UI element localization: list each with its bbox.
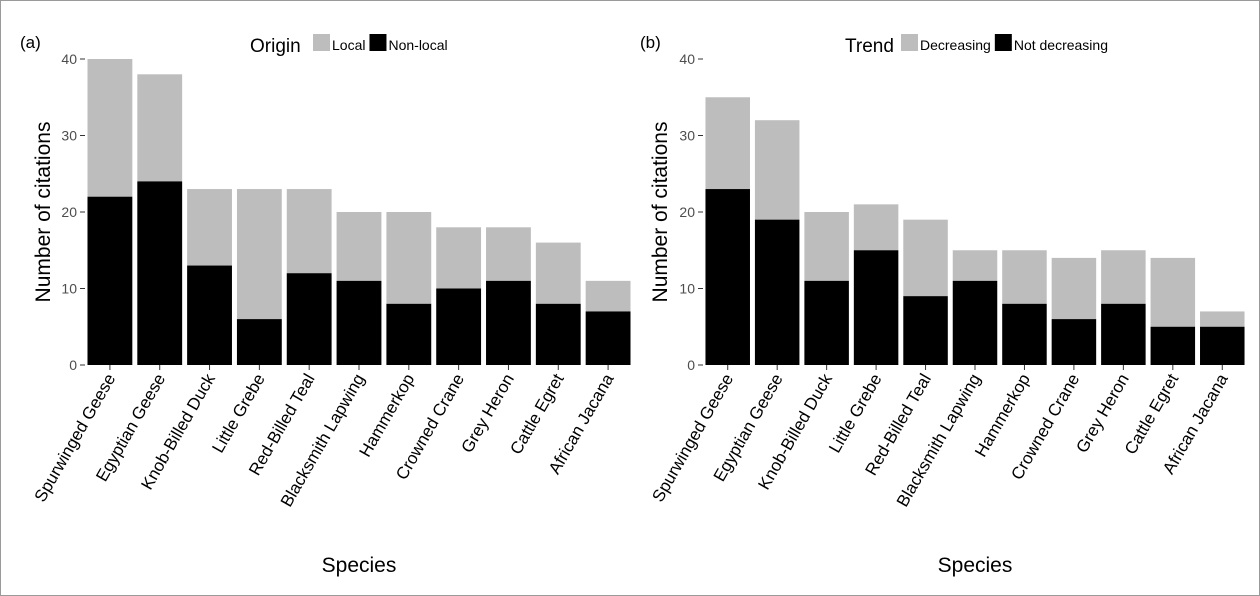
- bar-decreasing: [903, 219, 948, 297]
- bar-decreasing: [952, 250, 998, 281]
- y-axis-title: Number of citations: [649, 122, 672, 303]
- bar-decreasing: [754, 120, 800, 220]
- bar-decreasing: [1150, 257, 1196, 327]
- bar-decreasing: [1101, 250, 1146, 304]
- x-axis-title: Species: [938, 554, 1013, 577]
- bar-local: [236, 189, 282, 320]
- bar-not-decreasing: [754, 219, 800, 365]
- bar-decreasing: [804, 212, 849, 281]
- legend-label: Decreasing: [920, 37, 991, 53]
- bar-not-decreasing: [952, 280, 998, 365]
- legend-title: Trend: [845, 36, 894, 57]
- bar-not-decreasing: [705, 189, 750, 365]
- legend: Origin Local Non-local: [250, 34, 448, 57]
- y-tick-label: 10: [679, 281, 695, 297]
- y-tick-label: 10: [61, 281, 77, 297]
- panel-tag: (b): [640, 33, 661, 52]
- y-tick-label: 30: [61, 128, 77, 144]
- x-axis-title: Species: [322, 554, 397, 577]
- bar-local: [386, 212, 432, 304]
- x-tick-label: Spurwinged Geese: [648, 371, 737, 506]
- bar-local: [137, 74, 183, 182]
- bar-non-local: [87, 196, 133, 365]
- bar-not-decreasing: [804, 280, 849, 365]
- legend-swatch: [994, 34, 1012, 51]
- legend-label: Not decreasing: [1014, 37, 1108, 53]
- bar-local: [187, 189, 232, 266]
- legend-swatch: [369, 34, 387, 51]
- bar-local: [486, 227, 531, 281]
- bar-local: [336, 212, 382, 281]
- bar-non-local: [535, 303, 581, 365]
- bar-not-decreasing: [1150, 326, 1196, 365]
- bar-decreasing: [705, 97, 750, 190]
- bar-non-local: [236, 319, 282, 365]
- legend-label: Local: [332, 37, 365, 53]
- bar-decreasing: [1200, 311, 1245, 327]
- y-tick-label: 40: [679, 51, 695, 67]
- bar-local: [535, 242, 581, 304]
- bar-not-decreasing: [1200, 326, 1245, 365]
- panel-tag: (a): [20, 33, 41, 52]
- bar-not-decreasing: [853, 250, 899, 365]
- bar-non-local: [286, 273, 332, 365]
- y-tick-label: 0: [69, 357, 77, 373]
- y-tick-label: 40: [61, 51, 77, 67]
- y-tick-label: 20: [61, 204, 77, 220]
- bar-non-local: [336, 280, 382, 365]
- bar-local: [87, 59, 133, 197]
- bar-non-local: [137, 181, 183, 365]
- legend-label: Non-local: [388, 37, 447, 53]
- bar-decreasing: [1002, 250, 1047, 304]
- bar-non-local: [386, 303, 432, 365]
- legend-swatch: [901, 34, 918, 51]
- x-tick-label: Spurwinged Geese: [31, 371, 120, 506]
- bar-local: [585, 280, 631, 312]
- bar-decreasing: [853, 204, 899, 251]
- y-tick-label: 0: [687, 357, 695, 373]
- legend-title: Origin: [250, 36, 301, 57]
- bar-not-decreasing: [903, 296, 948, 365]
- bar-local: [436, 227, 482, 289]
- legend: Trend Decreasing Not decreasing: [845, 34, 1108, 57]
- bar-decreasing: [1051, 257, 1097, 320]
- bar-non-local: [436, 288, 482, 365]
- bar-non-local: [187, 265, 232, 365]
- y-tick-label: 30: [679, 128, 695, 144]
- bar-not-decreasing: [1002, 303, 1047, 365]
- legend-swatch: [313, 34, 330, 51]
- bar-non-local: [486, 280, 531, 365]
- bar-non-local: [585, 311, 631, 365]
- bar-local: [286, 189, 332, 274]
- bar-not-decreasing: [1101, 303, 1146, 365]
- y-axis-title: Number of citations: [32, 122, 55, 303]
- bar-not-decreasing: [1051, 319, 1097, 365]
- y-tick-label: 20: [679, 204, 695, 220]
